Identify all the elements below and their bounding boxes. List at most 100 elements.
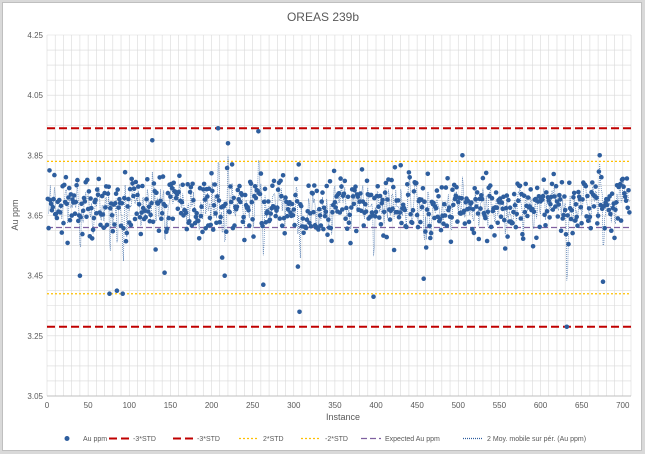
data-point bbox=[278, 178, 283, 184]
data-point bbox=[423, 245, 429, 250]
data-point bbox=[580, 197, 585, 202]
data-point bbox=[414, 212, 420, 218]
data-point bbox=[622, 194, 628, 200]
data-point bbox=[79, 201, 84, 207]
data-point bbox=[98, 222, 103, 228]
data-point bbox=[319, 199, 325, 204]
data-point bbox=[119, 201, 125, 206]
data-point bbox=[422, 199, 427, 204]
data-point bbox=[436, 194, 441, 199]
data-point bbox=[114, 288, 120, 294]
data-point bbox=[613, 200, 619, 205]
x-tick-label: 550 bbox=[493, 401, 507, 410]
data-point bbox=[474, 190, 480, 195]
data-point bbox=[158, 198, 163, 204]
data-point bbox=[228, 184, 233, 189]
data-point bbox=[210, 188, 215, 194]
data-point bbox=[474, 204, 479, 209]
data-point bbox=[331, 168, 337, 174]
data-point bbox=[189, 223, 195, 228]
data-point bbox=[415, 224, 421, 230]
data-point bbox=[390, 206, 395, 211]
data-point bbox=[115, 187, 120, 192]
data-point bbox=[414, 180, 419, 186]
data-point bbox=[323, 209, 329, 215]
data-point bbox=[627, 210, 632, 215]
x-tick-label: 250 bbox=[246, 401, 260, 410]
data-point bbox=[67, 217, 73, 223]
data-point bbox=[193, 214, 199, 220]
data-point bbox=[90, 227, 96, 233]
data-point bbox=[427, 223, 432, 229]
data-point bbox=[443, 185, 449, 190]
data-point bbox=[437, 216, 443, 222]
data-point bbox=[347, 212, 353, 218]
data-point bbox=[499, 200, 505, 205]
data-point bbox=[451, 202, 456, 208]
data-point bbox=[199, 204, 204, 209]
data-point bbox=[380, 197, 385, 203]
data-point bbox=[450, 187, 455, 192]
legend-label: 2 Moy. mobile sur pér. (Au ppm) bbox=[487, 436, 586, 443]
data-point bbox=[201, 187, 206, 192]
data-point bbox=[112, 222, 117, 227]
data-point bbox=[156, 228, 162, 233]
data-point bbox=[71, 193, 77, 198]
data-point bbox=[73, 199, 79, 205]
data-point bbox=[153, 247, 158, 252]
data-point bbox=[284, 213, 290, 219]
data-point bbox=[583, 183, 589, 189]
data-point bbox=[561, 212, 566, 218]
data-point bbox=[553, 183, 559, 189]
data-point bbox=[404, 224, 409, 230]
data-point bbox=[348, 240, 353, 246]
data-point bbox=[609, 228, 614, 233]
data-point bbox=[307, 220, 312, 226]
data-point bbox=[267, 217, 273, 222]
data-point bbox=[246, 208, 251, 213]
data-point bbox=[606, 207, 612, 213]
data-point bbox=[105, 191, 111, 196]
data-point bbox=[129, 176, 134, 182]
data-point bbox=[113, 191, 119, 196]
data-point bbox=[229, 162, 235, 167]
data-point bbox=[444, 223, 450, 228]
data-point bbox=[275, 205, 280, 210]
data-point bbox=[553, 204, 558, 209]
data-point bbox=[291, 207, 297, 212]
data-point bbox=[159, 216, 164, 221]
legend: Au ppm -3*STD -3*STD 2*STD -2*STD Expected Au… bbox=[64, 436, 586, 443]
data-point bbox=[247, 223, 252, 228]
data-point bbox=[80, 231, 85, 237]
data-point bbox=[459, 195, 464, 201]
data-point bbox=[433, 205, 439, 211]
data-point bbox=[110, 228, 116, 234]
data-point bbox=[350, 194, 356, 199]
data-point bbox=[326, 217, 331, 222]
data-point bbox=[471, 230, 477, 236]
data-point bbox=[145, 177, 150, 182]
data-point bbox=[296, 162, 302, 167]
data-point bbox=[179, 199, 185, 205]
data-point bbox=[163, 203, 168, 209]
data-point bbox=[409, 220, 415, 226]
data-point bbox=[391, 184, 396, 190]
data-point bbox=[242, 192, 248, 198]
data-point bbox=[405, 182, 410, 187]
data-point bbox=[88, 196, 93, 201]
data-point bbox=[117, 196, 122, 202]
legend-label: Expected Au ppm bbox=[385, 436, 440, 443]
data-point bbox=[76, 218, 81, 224]
data-point bbox=[159, 211, 165, 216]
data-point bbox=[219, 255, 225, 260]
data-point bbox=[101, 225, 107, 230]
data-point bbox=[344, 205, 349, 211]
data-point bbox=[125, 204, 130, 209]
data-point bbox=[85, 177, 90, 183]
data-point bbox=[521, 193, 527, 198]
data-point bbox=[425, 171, 431, 177]
data-point bbox=[262, 186, 268, 192]
data-point bbox=[75, 177, 80, 183]
data-point bbox=[135, 192, 140, 198]
data-point bbox=[321, 205, 327, 211]
